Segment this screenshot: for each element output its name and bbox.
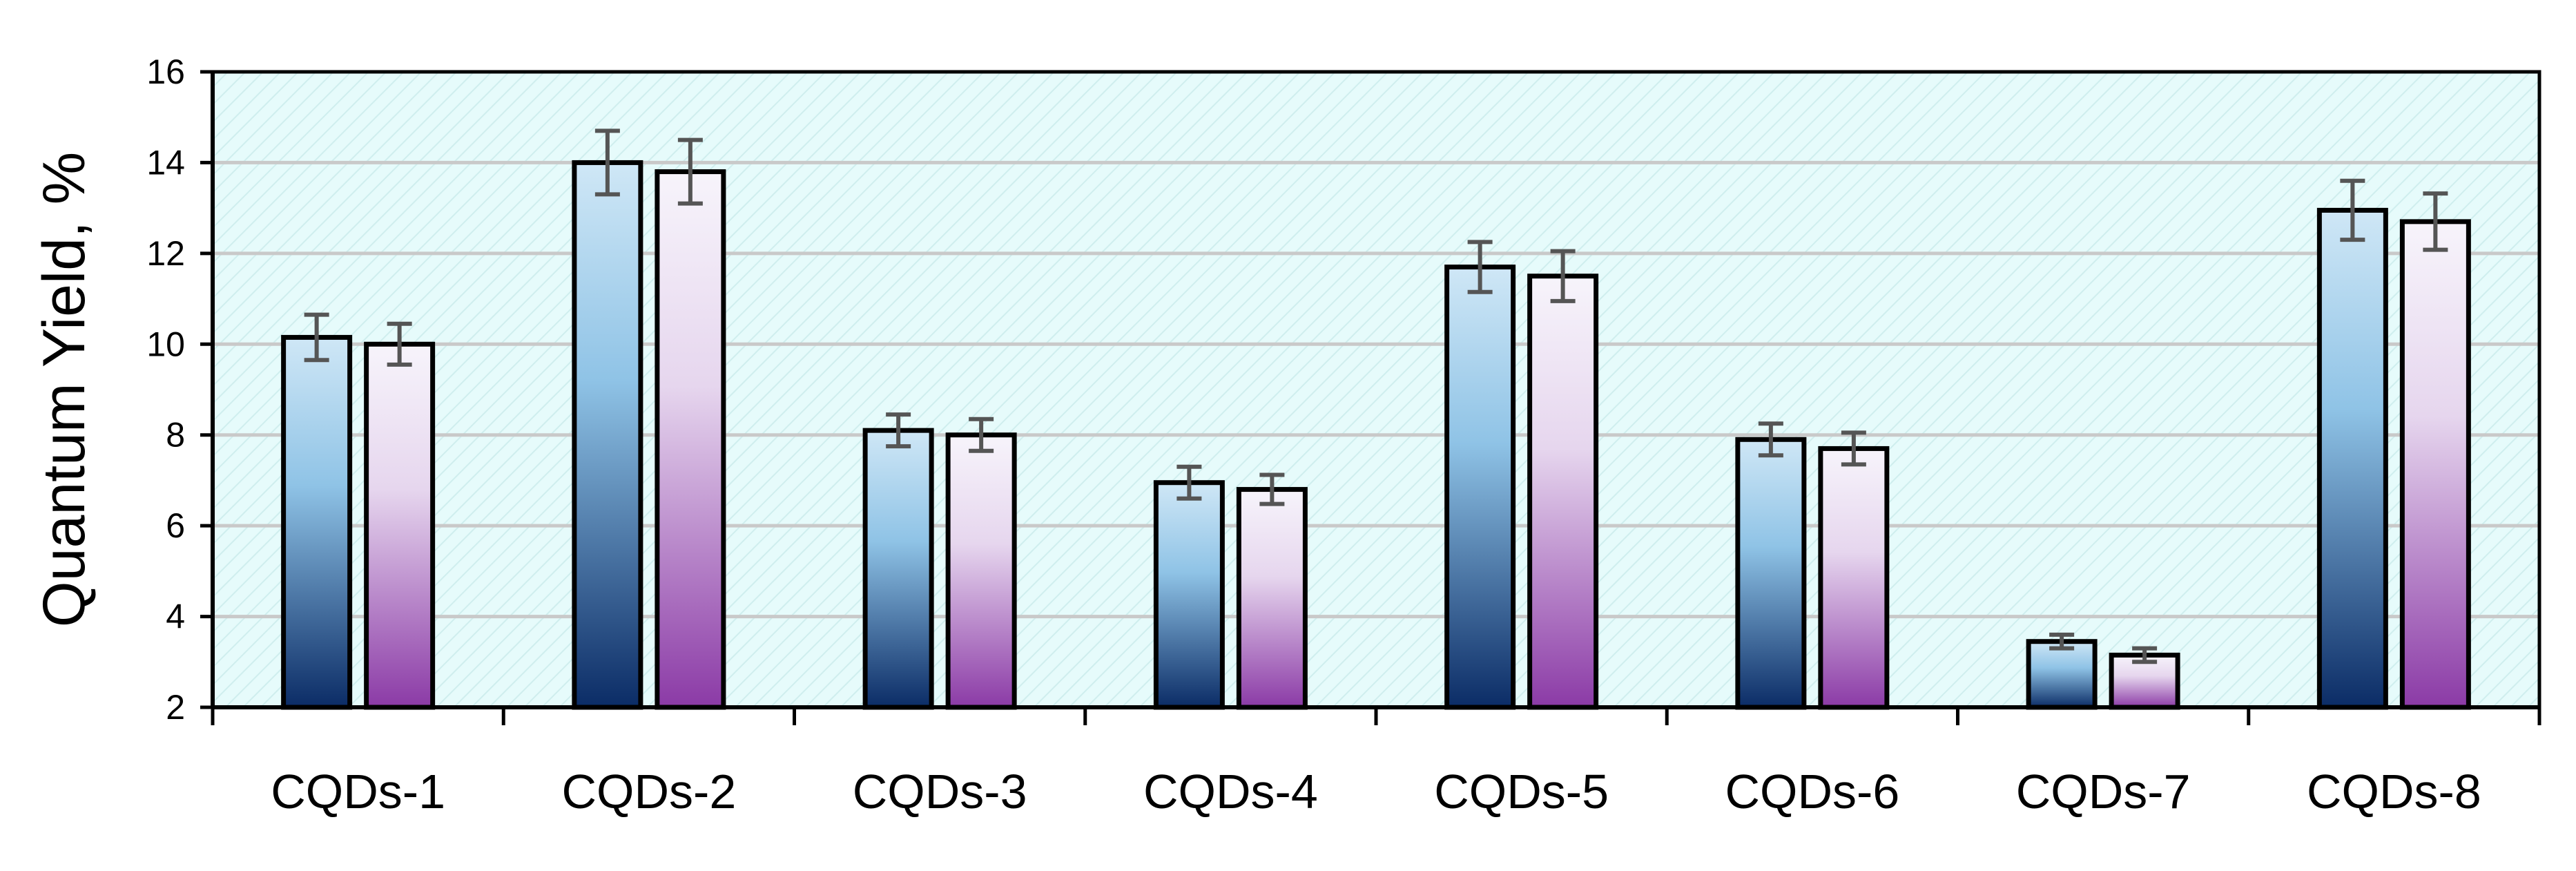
x-tick-label-cqds-2: CQDs-2 bbox=[561, 765, 736, 819]
error-bar-cqds-4-series-1 bbox=[1176, 464, 1202, 501]
bar-cqds-2-series-1 bbox=[572, 160, 643, 710]
x-tick-label-cqds-8: CQDs-8 bbox=[2307, 765, 2481, 819]
bar-cqds-5-series-1 bbox=[1444, 265, 1516, 710]
error-bar-cqds-1-series-2 bbox=[387, 321, 412, 367]
y-tick-label-16: 16 bbox=[146, 52, 185, 91]
error-bar-cqds-2-series-1 bbox=[594, 128, 620, 197]
bar-cqds-3-series-1 bbox=[862, 428, 934, 710]
x-tick-label-cqds-4: CQDs-4 bbox=[1143, 765, 1318, 819]
error-bar-cqds-8-series-2 bbox=[2423, 191, 2448, 252]
bar-cqds-6-series-2 bbox=[1818, 446, 1890, 710]
y-tick-label-2: 2 bbox=[166, 688, 185, 727]
x-tick-label-cqds-7: CQDs-7 bbox=[2016, 765, 2191, 819]
error-bar-cqds-3-series-2 bbox=[969, 417, 994, 453]
error-bar-cqds-4-series-2 bbox=[1259, 472, 1285, 506]
bar-cqds-4-series-1 bbox=[1153, 480, 1225, 710]
bar-cqds-8-series-1 bbox=[2316, 207, 2388, 710]
error-bar-cqds-7-series-2 bbox=[2132, 646, 2158, 664]
bar-cqds-1-series-2 bbox=[364, 341, 436, 710]
error-bar-cqds-7-series-1 bbox=[2049, 632, 2075, 651]
bar-cqds-3-series-2 bbox=[945, 432, 1017, 710]
x-tick-label-cqds-3: CQDs-3 bbox=[853, 765, 1027, 819]
x-tick-label-cqds-1: CQDs-1 bbox=[271, 765, 445, 819]
y-tick-label-4: 4 bbox=[166, 597, 185, 636]
error-bar-cqds-5-series-2 bbox=[1550, 249, 1576, 303]
y-tick-label-14: 14 bbox=[146, 143, 185, 182]
error-bar-cqds-5-series-1 bbox=[1467, 240, 1493, 294]
y-tick-label-8: 8 bbox=[166, 416, 185, 454]
error-bar-cqds-6-series-1 bbox=[1758, 421, 1783, 458]
error-bar-cqds-2-series-2 bbox=[677, 137, 703, 206]
x-tick-label-cqds-5: CQDs-5 bbox=[1434, 765, 1609, 819]
y-tick-label-12: 12 bbox=[146, 234, 185, 273]
y-tick-label-6: 6 bbox=[166, 506, 185, 545]
error-bar-cqds-8-series-1 bbox=[2340, 178, 2365, 242]
y-tick-label-10: 10 bbox=[146, 325, 185, 363]
error-bar-cqds-1-series-1 bbox=[304, 312, 329, 363]
bar-cqds-7-series-1 bbox=[2026, 639, 2098, 710]
bar-cqds-8-series-2 bbox=[2399, 219, 2471, 710]
error-bar-cqds-6-series-2 bbox=[1841, 430, 1866, 467]
bar-cqds-5-series-2 bbox=[1527, 274, 1599, 710]
y-axis-label: Quantum Yield, % bbox=[31, 152, 97, 627]
x-tick-label-cqds-6: CQDs-6 bbox=[1725, 765, 1899, 819]
error-bar-cqds-3-series-1 bbox=[886, 412, 911, 449]
plot-area bbox=[213, 72, 2539, 707]
bar-cqds-2-series-2 bbox=[655, 169, 726, 710]
bar-cqds-6-series-1 bbox=[1735, 437, 1807, 710]
bar-cqds-4-series-2 bbox=[1236, 487, 1308, 710]
bar-cqds-1-series-1 bbox=[281, 334, 353, 710]
